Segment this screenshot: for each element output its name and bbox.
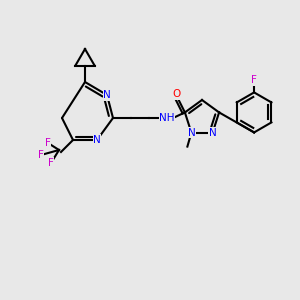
Text: N: N (103, 90, 111, 100)
Text: N: N (188, 128, 195, 138)
Text: F: F (45, 138, 51, 148)
Text: N: N (93, 135, 101, 145)
Text: NH: NH (159, 113, 175, 123)
Text: F: F (48, 158, 54, 168)
Text: F: F (38, 150, 44, 160)
Text: O: O (173, 89, 181, 99)
Text: N: N (209, 128, 217, 138)
Text: F: F (251, 75, 257, 85)
